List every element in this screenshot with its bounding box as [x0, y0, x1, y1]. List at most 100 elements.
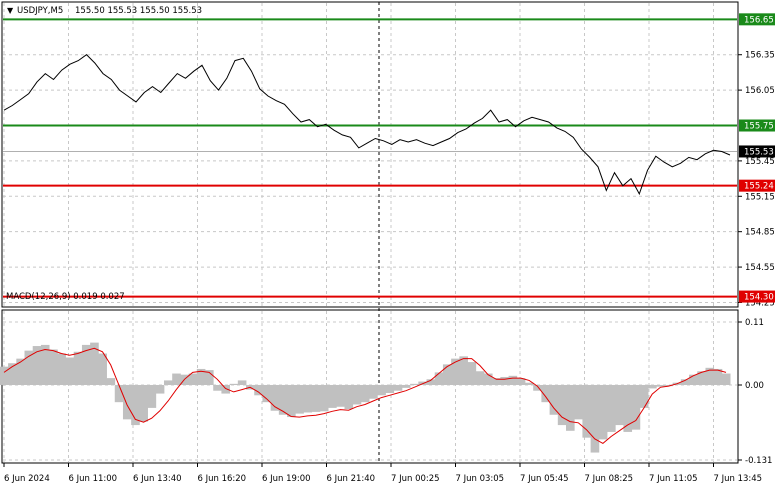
level-tag-bg [739, 290, 775, 303]
time-tick-label: 6 Jun 16:20 [198, 474, 247, 484]
price-line [3, 54, 731, 196]
macd-histogram-bar [344, 384, 354, 410]
macd-histogram-bar [32, 346, 42, 385]
macd-histogram-bar [106, 378, 116, 385]
macd-histogram-bar [139, 384, 148, 422]
macd-histogram-bar [483, 373, 493, 385]
level-lines [3, 18, 737, 298]
macd-histogram-bar [369, 384, 378, 399]
macd-histogram-bar [24, 350, 34, 385]
macd-histogram-bar [229, 383, 239, 385]
macd-histogram-bar [57, 353, 66, 385]
macd-histogram-bar [155, 384, 165, 394]
macd-histogram-bar [90, 342, 99, 385]
level-tag-label: 156.65 [744, 15, 774, 25]
macd-signal-line [3, 347, 727, 445]
macd-histogram-bar [631, 384, 641, 430]
macd-histogram-bar [196, 368, 206, 385]
macd-histogram-bar [426, 379, 436, 385]
macd-histogram-bar [680, 379, 690, 385]
macd-histogram-bar [442, 364, 452, 385]
price-tick-label: 156.35 [745, 51, 775, 61]
level-tags: 156.65 155.75 155.24 154.30 [739, 13, 775, 303]
macd-histogram-bar [262, 384, 272, 403]
macd-histogram-bar [98, 353, 107, 385]
macd-tick-label: 0.11 [745, 318, 764, 328]
macd-signal-path [3, 347, 727, 445]
time-tick-label: 7 Jun 11:05 [649, 474, 698, 484]
level-tag-label: 154.30 [744, 293, 774, 303]
macd-histogram-bar [582, 384, 592, 438]
macd-histogram-bar [524, 382, 534, 385]
macd-histogram-bar [221, 384, 231, 394]
level-tag-label: 155.24 [744, 182, 774, 192]
macd-axis[interactable]: 0.11 0.00 -0.131 [738, 318, 772, 466]
macd-histogram-bar [639, 384, 649, 408]
macd-histogram-bar [303, 384, 313, 413]
macd-histogram-bar [557, 384, 567, 426]
macd-histogram-bar [0, 366, 9, 385]
macd-histogram-bar [40, 344, 50, 385]
macd-histogram-bar [689, 374, 698, 385]
macd-histogram-bar [467, 362, 477, 385]
macd-histogram-bar [188, 373, 198, 385]
macd-histogram-bar [122, 384, 132, 420]
macd-histogram-bar [147, 384, 157, 408]
time-tick-label: 6 Jun 11:00 [69, 474, 118, 484]
symbol-timeframe: USDJPY,M5 [17, 6, 63, 16]
macd-histogram-bar [254, 384, 263, 396]
time-axis[interactable]: 6 Jun 2024 6 Jun 11:00 6 Jun 13:40 6 Jun 16… [3, 463, 763, 484]
level-tag-label: 155.75 [744, 122, 774, 132]
macd-histogram-bar [656, 384, 665, 387]
macd-params: MACD(12,26,9) [6, 292, 71, 302]
macd-histogram-bar [721, 373, 731, 385]
level-tag-bg [739, 13, 775, 26]
macd-histogram-bar [516, 378, 526, 385]
macd-histogram-bar [49, 349, 58, 385]
macd-histogram-bar [615, 384, 624, 426]
macd-title: MACD(12,26,9) 0.019 0.027 [6, 292, 125, 302]
macd-tick-label: -0.131 [745, 456, 772, 466]
time-tick-label: 6 Jun 13:40 [133, 474, 182, 484]
macd-histogram-bar [360, 384, 370, 403]
macd-histogram-bar [65, 357, 75, 385]
macd-histogram-bar [705, 367, 715, 385]
macd-histogram-bar [549, 384, 559, 415]
price-grid [3, 3, 737, 462]
price-tick-label: 156.05 [745, 86, 775, 96]
macd-histogram-bar [607, 384, 616, 432]
time-tick-label: 6 Jun 21:40 [327, 474, 376, 484]
macd-tick-label: 0.00 [745, 381, 764, 391]
macd-histogram-bar [81, 344, 91, 385]
macd-histogram-bar [16, 358, 25, 385]
macd-histogram-bar [163, 380, 173, 385]
macd-histogram-bar [352, 384, 362, 405]
current-price-tag-bg [739, 145, 775, 158]
price-pane[interactable] [1, 1, 739, 308]
macd-value-2: 0.027 [100, 292, 124, 302]
level-tag-bg [739, 119, 775, 132]
macd-histogram-bar [648, 384, 657, 389]
time-tick-label: 7 Jun 03:05 [456, 474, 505, 484]
macd-histogram-bar [385, 384, 395, 394]
symbol-dropdown-icon[interactable]: ▼ [7, 6, 14, 15]
time-tick-label: 7 Jun 13:45 [714, 474, 763, 484]
macd-histogram-bar [451, 358, 460, 385]
macd-histogram-bar [541, 384, 551, 403]
macd-histogram-bar [598, 384, 608, 440]
price-tick-label: 155.15 [745, 192, 775, 202]
macd-histogram-bar [492, 378, 501, 385]
price-tick-label: 155.45 [745, 157, 775, 167]
macd-histogram-bar [73, 351, 83, 385]
macd-histogram-bar [237, 380, 247, 385]
macd-histogram-bar [319, 384, 329, 412]
time-tick-label: 7 Jun 05:45 [520, 474, 569, 484]
macd-histogram-bar [336, 384, 345, 407]
macd-histogram-bar [533, 384, 542, 391]
macd-histogram-bar [590, 384, 600, 453]
macd-histogram-bar [475, 371, 485, 385]
macd-histogram-bar [172, 373, 181, 385]
macd-histogram-bar [697, 371, 706, 385]
price-axis[interactable]: 156.35 156.05 155.45 155.15 154.85 154.55 154.… [738, 51, 775, 309]
